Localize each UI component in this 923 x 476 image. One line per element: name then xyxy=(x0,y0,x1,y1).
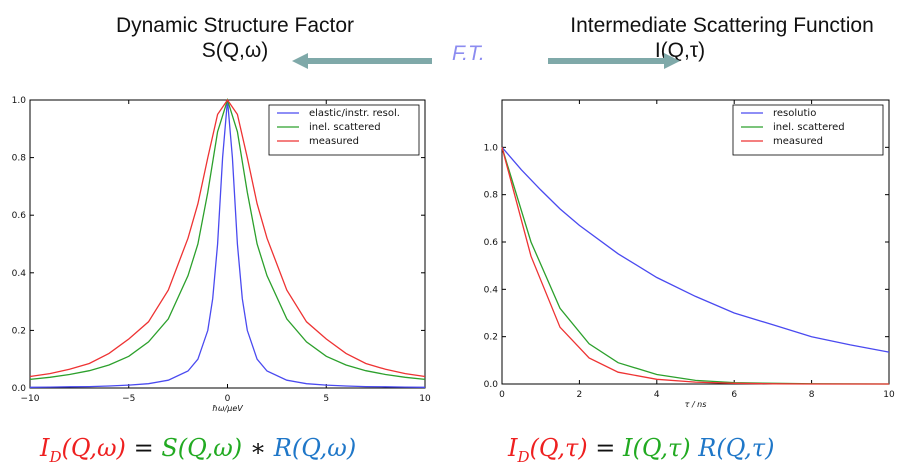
eq-left-operator: ∗ xyxy=(249,434,267,462)
right-xtick-label: 6 xyxy=(731,390,737,400)
left-ytick-label: 0.0 xyxy=(12,384,27,394)
left-ytick-label: 1.0 xyxy=(12,96,27,106)
eq-right-term2: R(Q,τ) xyxy=(698,434,775,462)
right-series-red xyxy=(501,147,889,385)
left-ytick-label: 0.6 xyxy=(12,211,27,221)
right-ytick-label: 0.4 xyxy=(484,285,499,295)
right-ytick-label: 0.8 xyxy=(484,191,499,201)
chart-dynamic-structure-factor: −10 −5 0 5 10 0.0 0.2 0.4 0.6 0.8 1.0 ħω/μeV elastic… xyxy=(12,96,431,413)
left-xtick-label: −5 xyxy=(122,394,135,404)
right-series-blue xyxy=(501,146,890,353)
right-ytick-label: 0.2 xyxy=(484,333,498,343)
right-legend-label-blue: resolutio xyxy=(773,108,816,119)
right-xtick-label: 10 xyxy=(883,390,895,400)
right-legend-label-green: inel. scattered xyxy=(773,122,845,133)
right-xtick-label: 2 xyxy=(577,390,583,400)
eq-right-equals: = xyxy=(595,434,616,462)
left-xtick-label: 5 xyxy=(323,394,329,404)
right-xtick-label: 4 xyxy=(654,390,660,400)
equation-left: ID(Q,ω) = S(Q,ω) ∗ R(Q,ω) xyxy=(40,434,356,466)
eq-left-lhs: I xyxy=(40,434,50,462)
left-xtick-label: −10 xyxy=(21,394,40,404)
left-ytick-label: 0.4 xyxy=(12,269,27,279)
right-series-green xyxy=(501,147,890,385)
eq-left-term2: R(Q,ω) xyxy=(273,434,357,462)
right-ytick-label: 0.6 xyxy=(484,238,499,248)
eq-right-lhs: I xyxy=(508,434,518,462)
eq-left-lhs-sub: D xyxy=(49,447,62,466)
right-ytick-label: 0.0 xyxy=(484,380,499,390)
left-ytick-label: 0.8 xyxy=(12,154,27,164)
fourier-transform-label: F.T. xyxy=(452,42,485,65)
eq-left-equals: = xyxy=(133,434,154,462)
left-series-red xyxy=(29,98,426,378)
left-subtitle: S(Q,ω) xyxy=(201,39,269,62)
left-legend-label-green: inel. scattered xyxy=(309,122,381,133)
eq-left-lhs-args: (Q,ω) xyxy=(61,434,126,462)
left-ytick-label: 0.2 xyxy=(12,326,26,336)
right-plot-area: 0 2 4 6 8 10 0.0 0.2 0.4 0.6 0.8 1.0 τ / ns resolutio… xyxy=(484,99,895,409)
left-xtick-label: 0 xyxy=(225,394,231,404)
eq-right-lhs-sub: D xyxy=(517,447,530,466)
left-plot-area: −10 −5 0 5 10 0.0 0.2 0.4 0.6 0.8 1.0 ħω/μeV elastic… xyxy=(12,96,431,413)
equation-right: ID(Q,τ) = I(Q,τ) R(Q,τ) xyxy=(508,434,774,466)
left-legend-label-red: measured xyxy=(309,136,359,147)
left-legend-label-blue: elastic/instr. resol. xyxy=(309,108,400,119)
eq-right-term1: I(Q,τ) xyxy=(623,434,691,462)
right-xtick-label: 0 xyxy=(499,390,505,400)
chart-intermediate-scattering: 0 2 4 6 8 10 0.0 0.2 0.4 0.6 0.8 1.0 τ / ns resolutio… xyxy=(484,99,895,409)
right-legend: resolutio inel. scattered measured xyxy=(732,104,884,156)
left-xlabel: ħω/μeV xyxy=(212,404,243,413)
left-xtick-label: 10 xyxy=(419,394,431,404)
right-ytick-label: 1.0 xyxy=(484,143,499,153)
left-legend: elastic/instr. resol. inel. scattered meas… xyxy=(268,104,420,156)
eq-left-term1: S(Q,ω) xyxy=(161,434,243,462)
right-legend-label-red: measured xyxy=(773,136,823,147)
left-arrow-icon xyxy=(292,53,432,69)
right-xlabel: τ / ns xyxy=(685,400,707,409)
right-arrow-icon xyxy=(548,53,680,69)
left-title: Dynamic Structure Factor xyxy=(115,14,355,37)
right-xtick-label: 8 xyxy=(809,390,815,400)
right-title: Intermediate Scattering Function xyxy=(570,14,874,37)
eq-right-lhs-args: (Q,τ) xyxy=(529,434,588,462)
